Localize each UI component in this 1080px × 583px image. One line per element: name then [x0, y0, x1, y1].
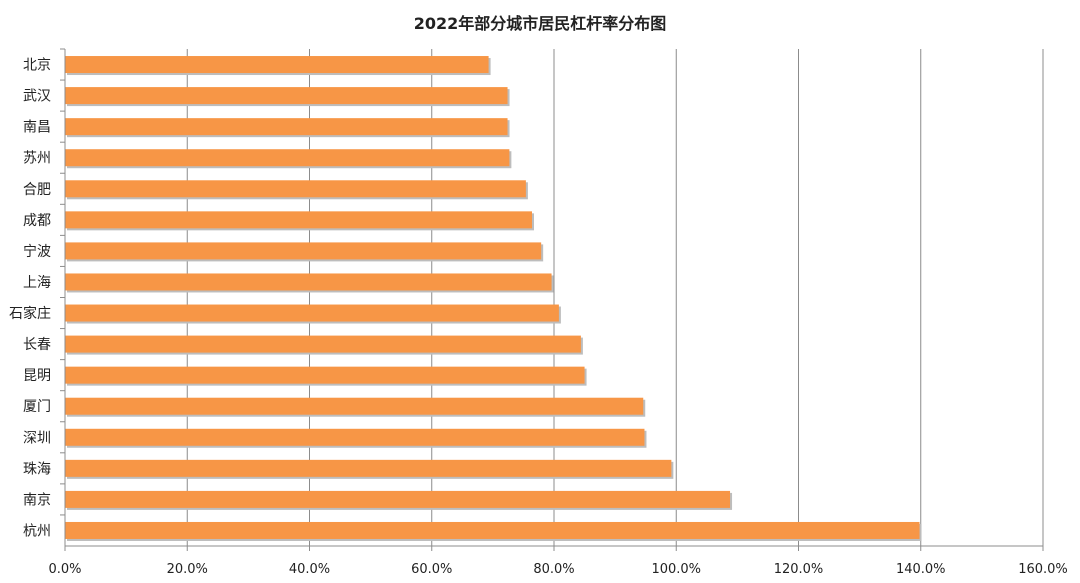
- category-label: 石家庄: [9, 305, 51, 322]
- category-label: 珠海: [23, 461, 51, 477]
- category-label: 宁波: [23, 243, 51, 260]
- x-tick-label: 120.0%: [774, 562, 824, 577]
- x-tick-label: 160.0%: [1018, 562, 1068, 577]
- category-label: 苏州: [23, 151, 51, 167]
- category-label: 深圳: [23, 430, 51, 446]
- x-tick-label: 60.0%: [411, 562, 452, 577]
- bars: [65, 56, 922, 541]
- category-label: 上海: [23, 275, 51, 291]
- bar-7: [65, 273, 552, 291]
- bar-6: [65, 242, 542, 260]
- x-tick-label: 80.0%: [533, 562, 574, 577]
- category-label: 合肥: [23, 182, 51, 198]
- x-tick-label: 100.0%: [651, 562, 701, 577]
- category-label: 杭州: [23, 523, 51, 539]
- chart-title: 2022年部分城市居民杠杆率分布图: [414, 14, 667, 33]
- axes: [60, 48, 1044, 551]
- bar-2: [65, 118, 508, 136]
- category-label: 长春: [23, 337, 51, 353]
- x-tick-label: 140.0%: [896, 562, 946, 577]
- bar-13: [65, 459, 672, 477]
- bar-10: [65, 366, 585, 384]
- category-label: 昆明: [23, 368, 51, 384]
- category-label: 南昌: [23, 120, 51, 136]
- bar-0: [65, 56, 489, 74]
- bar-12: [65, 428, 645, 446]
- bar-14: [65, 490, 731, 508]
- x-tick-labels: 0.0% 20.0% 40.0% 60.0% 80.0% 100.0% 120.0% 140.…: [48, 562, 1067, 577]
- category-label: 成都: [23, 213, 51, 229]
- bar-3: [65, 149, 510, 167]
- bar-15: [65, 521, 920, 539]
- category-label: 南京: [23, 492, 51, 508]
- bar-9: [65, 335, 581, 353]
- bar-4: [65, 180, 526, 198]
- x-tick-label: 0.0%: [48, 562, 81, 577]
- category-label: 武汉: [23, 89, 51, 105]
- x-tick-label: 20.0%: [167, 562, 208, 577]
- bar-8: [65, 304, 559, 322]
- bar-11: [65, 397, 644, 415]
- category-label: 北京: [23, 58, 51, 74]
- category-label: 厦门: [23, 399, 51, 415]
- bar-1: [65, 87, 508, 105]
- bar-5: [65, 211, 532, 229]
- x-tick-label: 40.0%: [289, 562, 330, 577]
